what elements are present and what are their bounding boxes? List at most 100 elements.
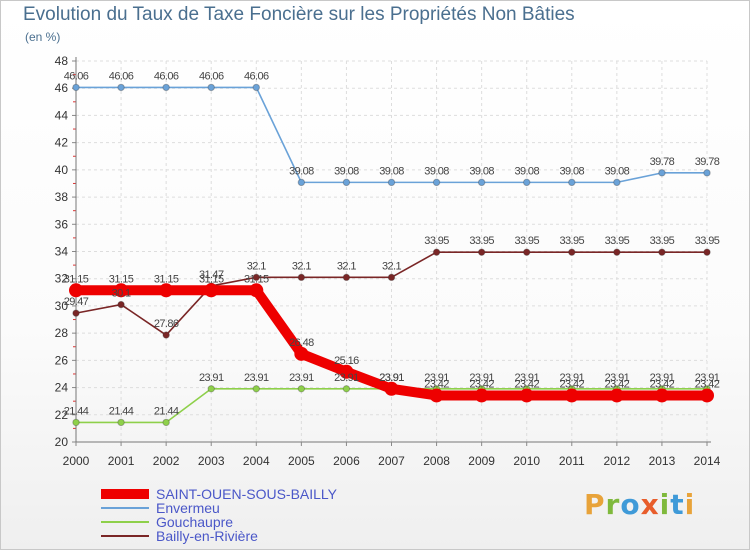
data-label: 39.78	[695, 156, 720, 168]
data-label: 39.08	[334, 165, 359, 177]
legend-item: SAINT-OUEN-SOUS-BAILLY	[101, 486, 421, 502]
chart-title: Evolution du Taux de Taxe Foncière sur l…	[23, 4, 575, 25]
data-label: 23.91	[605, 372, 630, 384]
data-point	[342, 385, 351, 393]
legend-swatch	[101, 507, 149, 509]
data-label: 23.91	[334, 372, 359, 384]
data-label: 46.06	[154, 70, 179, 82]
data-point	[252, 385, 260, 393]
data-point	[207, 385, 215, 393]
data-point	[613, 248, 621, 256]
x-tick-label: 2010	[513, 454, 540, 468]
y-tick-label: 40	[55, 163, 69, 177]
logo-letter: r	[605, 488, 621, 521]
data-label: 39.78	[650, 156, 675, 168]
data-point	[249, 283, 264, 298]
data-label: 33.95	[469, 235, 494, 247]
data-label: 31.15	[154, 273, 179, 285]
data-point	[117, 83, 125, 92]
x-tick-label: 2001	[108, 454, 135, 468]
data-point	[477, 248, 486, 256]
data-point	[700, 388, 714, 403]
data-label: 21.44	[154, 405, 179, 417]
data-point	[297, 178, 306, 187]
logo-letter: i	[684, 488, 696, 521]
legend-label: Gouchaupre	[156, 514, 234, 530]
data-label: 33.95	[514, 235, 539, 247]
data-label: 46.06	[244, 70, 269, 82]
data-label: 23.42	[514, 378, 539, 390]
legend-item: Gouchaupre	[101, 514, 421, 530]
data-label: 46.06	[64, 70, 89, 82]
data-label: 31.15	[64, 273, 89, 285]
logo-letter: P	[584, 488, 606, 521]
data-point	[72, 418, 80, 427]
x-tick-label: 2012	[604, 454, 631, 468]
y-tick-label: 42	[55, 136, 69, 150]
data-point	[162, 83, 170, 92]
data-point	[204, 283, 219, 298]
legend-label: Bailly-en-Rivière	[156, 528, 258, 544]
legend-item: Envermeu	[101, 500, 421, 516]
logo-letter: x	[640, 488, 660, 521]
data-label: 23.91	[244, 372, 269, 384]
data-label: 33.95	[650, 235, 675, 247]
y-tick-label: 28	[55, 326, 69, 340]
data-label: 32.1	[337, 260, 356, 272]
data-label: 25.16	[334, 355, 359, 367]
y-tick-label: 20	[55, 435, 69, 449]
line-chart: 20 22 24 26 28 30 32 34 36 38 40 42 44 46 48 2000 2001 20…	[55, 54, 721, 468]
data-point	[207, 83, 215, 92]
data-label: 39.08	[289, 165, 314, 177]
y-tick-label: 26	[55, 353, 69, 367]
data-label: 23.42	[650, 378, 675, 390]
y-tick-label: 38	[55, 190, 69, 204]
data-point	[654, 388, 669, 403]
data-point	[432, 178, 441, 187]
x-tick-label: 2013	[649, 454, 676, 468]
x-tick-label: 2000	[63, 454, 90, 468]
data-point	[609, 388, 624, 403]
y-tick-label: 34	[55, 245, 69, 259]
data-point	[252, 273, 260, 282]
data-label: 23.91	[424, 372, 449, 384]
data-label: 23.42	[560, 378, 585, 390]
data-label: 46.06	[199, 70, 224, 82]
logo-letter: i	[659, 488, 671, 521]
data-label: 32.1	[382, 260, 401, 272]
data-label: 39.08	[605, 165, 630, 177]
data-label: 23.91	[289, 372, 314, 384]
data-label: 33.95	[605, 235, 630, 247]
legend-label: SAINT-OUEN-SOUS-BAILLY	[156, 486, 338, 502]
data-point	[568, 248, 576, 256]
data-label: 31.15	[199, 273, 224, 285]
data-label: 31.47	[199, 269, 224, 281]
data-point	[387, 178, 396, 187]
legend-label: Envermeu	[156, 500, 220, 516]
x-tick-label: 2007	[378, 454, 405, 468]
x-tick-label: 2014	[694, 454, 721, 468]
data-point	[297, 273, 306, 282]
data-label: 27.86	[154, 318, 179, 330]
y-tick-label: 46	[55, 81, 69, 95]
data-label: 23.91	[650, 372, 675, 384]
data-point	[523, 178, 531, 187]
data-label: 21.44	[64, 405, 89, 417]
y-axis-unit-label: (en %)	[25, 30, 61, 44]
data-point	[523, 248, 531, 256]
data-label: 21.44	[109, 405, 134, 417]
y-tick-label: 44	[55, 108, 69, 122]
legend-swatch	[101, 489, 149, 499]
x-tick-label: 2002	[153, 454, 180, 468]
data-label: 23.42	[469, 378, 494, 390]
data-label: 23.91	[379, 372, 404, 384]
data-point	[342, 178, 351, 187]
data-point	[159, 283, 174, 298]
data-label: 39.08	[379, 165, 404, 177]
data-label: 32.1	[292, 260, 311, 272]
data-point	[162, 418, 170, 427]
data-point	[429, 388, 444, 403]
logo-letter: t	[670, 488, 685, 521]
data-label: 33.95	[424, 235, 449, 247]
data-point	[297, 385, 306, 393]
